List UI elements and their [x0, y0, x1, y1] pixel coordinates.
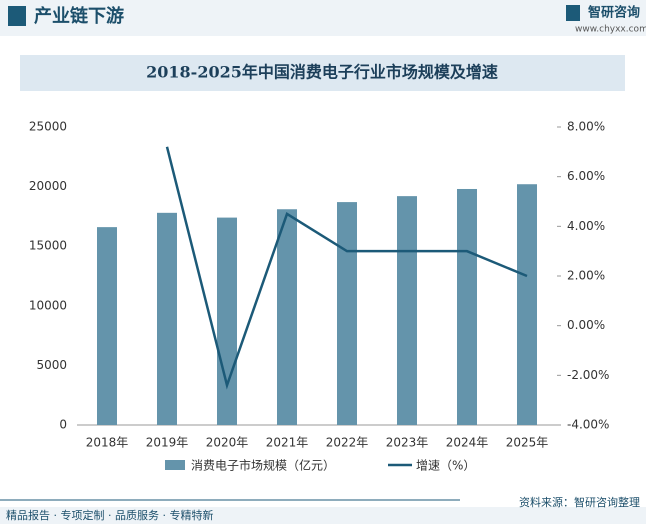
brand-url: www.chyxx.com	[575, 25, 646, 35]
y2-tick-label: 2.00%	[567, 269, 605, 283]
y2-tick-label: -4.00%	[567, 418, 609, 432]
legend-swatch	[165, 460, 185, 470]
y2-tick-label: 6.00%	[567, 169, 605, 183]
y-tick-label: 25000	[29, 120, 67, 134]
legend-label: 消费电子市场规模（亿元）	[191, 458, 335, 473]
y-tick-label: 10000	[29, 298, 67, 312]
line	[165, 146, 528, 390]
chart-title: 2018-2025年中国消费电子行业市场规模及增速	[146, 63, 498, 82]
bar	[457, 188, 477, 425]
y-tick-label: 0	[59, 418, 67, 432]
title-band	[20, 55, 625, 91]
bar	[397, 196, 417, 425]
y-tick-label: 20000	[29, 179, 67, 193]
x-tick-label: 2025年	[506, 436, 549, 450]
y2-tick-label: -2.00%	[567, 368, 609, 382]
footer-band	[0, 507, 646, 524]
brand: 智研咨询	[588, 5, 640, 21]
x-tick-label: 2024年	[446, 436, 489, 450]
x-tick-label: 2023年	[386, 436, 429, 450]
header-title: 产业链下游	[34, 5, 124, 27]
header-band	[0, 0, 646, 36]
x-tick-label: 2020年	[206, 436, 249, 450]
bar	[97, 227, 117, 425]
bar	[337, 202, 357, 425]
x-tick-label: 2019年	[146, 436, 189, 450]
y2-tick-label: 4.00%	[567, 219, 605, 233]
bar	[517, 184, 537, 425]
header-icon	[8, 6, 26, 26]
footer-source: 资料来源：智研咨询整理	[519, 495, 640, 509]
legend-label: 增速（%）	[416, 459, 475, 473]
y-tick-label: 15000	[29, 239, 67, 253]
footer-left: 精品报告 · 专项定制 · 品质服务 · 专精特新	[6, 508, 213, 522]
x-tick-label: 2018年	[86, 436, 129, 450]
y2-tick-label: 0.00%	[567, 318, 605, 332]
x-tick-label: 2022年	[326, 436, 369, 450]
y-tick-label: 5000	[36, 358, 67, 372]
brand-logo	[566, 5, 580, 21]
y2-tick-label: 8.00%	[567, 120, 605, 134]
bar	[277, 209, 297, 425]
bar	[217, 217, 237, 425]
bar	[157, 212, 177, 425]
x-tick-label: 2021年	[266, 436, 309, 450]
